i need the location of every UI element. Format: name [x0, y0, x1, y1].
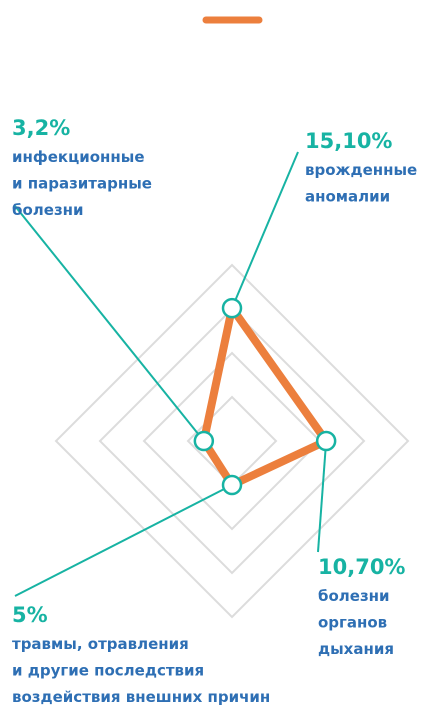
category-label: дыхания — [318, 640, 394, 658]
radar-point — [193, 430, 215, 452]
category-label: органов — [318, 614, 387, 632]
connector — [317, 440, 328, 553]
connector — [231, 151, 299, 309]
category-label: инфекционные — [12, 148, 145, 166]
grid-ring — [98, 307, 366, 575]
category-label: и другие последствия — [12, 662, 204, 680]
category-label: травмы, отравления — [12, 635, 189, 653]
grid-ring — [142, 351, 322, 531]
radar-point — [221, 474, 243, 496]
category-label: воздействия внешних причин — [12, 688, 270, 706]
value-label: 10,70% — [318, 555, 405, 579]
value-label: 3,2% — [12, 116, 70, 140]
category-label: аномалии — [305, 188, 390, 206]
radar-line — [199, 304, 331, 489]
radar-point — [315, 430, 337, 452]
connector — [14, 484, 233, 597]
value-label: 15,10% — [305, 129, 392, 153]
category-label: и паразитарные — [12, 175, 152, 193]
connector — [14, 205, 205, 442]
category-label: врожденные — [305, 161, 417, 179]
category-label: болезни — [12, 201, 84, 219]
value-label: 5% — [12, 603, 48, 627]
radar-point — [221, 297, 243, 319]
grid-ring — [54, 263, 410, 619]
category-label: болезни — [318, 587, 390, 605]
